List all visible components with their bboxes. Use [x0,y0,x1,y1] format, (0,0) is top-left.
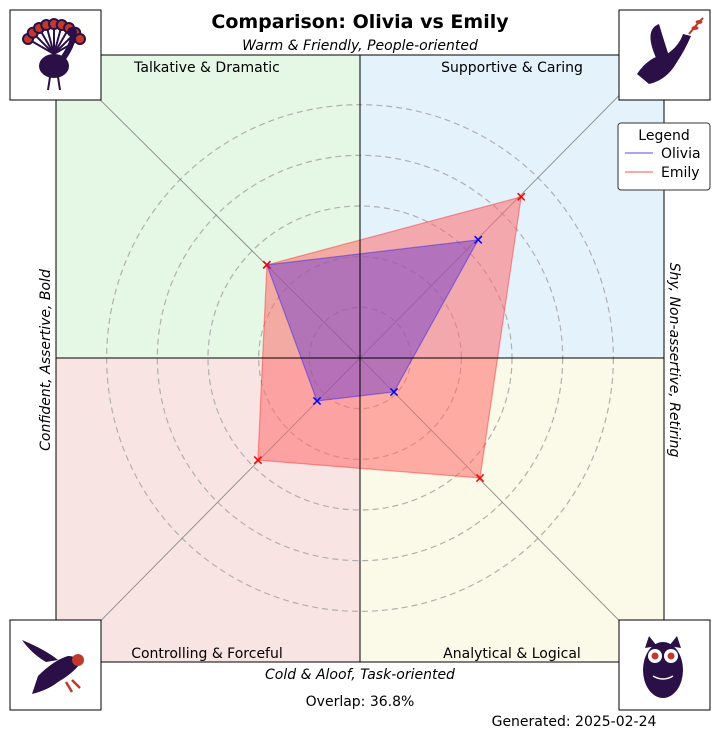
legend: Legend Olivia Emily [617,122,711,191]
legend-title: Legend [638,128,689,144]
peacock-body [39,54,69,78]
peacock-head [67,27,77,37]
data-point-olivia-lower-right [389,387,399,397]
owl-chest [652,675,674,680]
eagle-icon [9,619,102,711]
olive-leaf [695,20,703,24]
quadrant-label-lower-right: Analytical & Logical [443,646,581,662]
peacock-icon [9,9,102,101]
quadrant-label-lower-left: Controlling & Forceful [131,646,283,662]
dove-wing [650,24,669,60]
axis-label-left: Confident, Assertive, Bold [38,269,54,451]
owl-pupil [667,652,675,660]
axis-label-right: Shy, Non-assertive, Retiring [666,263,682,458]
owl-pupil [651,652,659,660]
legend-label-emily: Emily [661,165,700,181]
legend-box [617,122,711,191]
data-point-olivia-lower-left [312,396,322,406]
legend-label-olivia: Olivia [661,146,701,162]
eagle-talons [64,679,81,693]
data-point-emily-lower-right [475,473,485,483]
overlap-annotation: Overlap: 36.8% [306,694,415,710]
dove-icon [618,9,711,101]
eagle-wing [22,640,58,662]
peacock-legs [47,76,61,91]
olive-leaf [691,26,699,30]
axis-label-bottom: Cold & Aloof, Task-oriented [265,667,455,683]
data-point-olivia-upper-right [474,235,483,244]
data-point-emily-upper-right [517,192,526,201]
chart-title: Comparison: Olivia vs Emily [211,11,509,33]
eagle-body [32,656,80,694]
owl-body [643,642,683,698]
data-point-emily-upper-left [262,260,271,269]
quadrant-label-upper-left: Talkative & Dramatic [133,60,280,76]
quadrant-label-upper-right: Supportive & Caring [441,60,583,76]
owl-ears [645,636,681,648]
peacock-eye [73,33,86,45]
data-point-emily-lower-left [253,455,263,465]
generated-annotation: Generated: 2025-02-24 [492,714,657,730]
olive-branch [688,17,704,35]
dove-body [637,34,691,84]
axis-label-top: Warm & Friendly, People-oriented [242,38,478,54]
eagle-head [72,654,84,666]
owl-icon [618,619,711,711]
